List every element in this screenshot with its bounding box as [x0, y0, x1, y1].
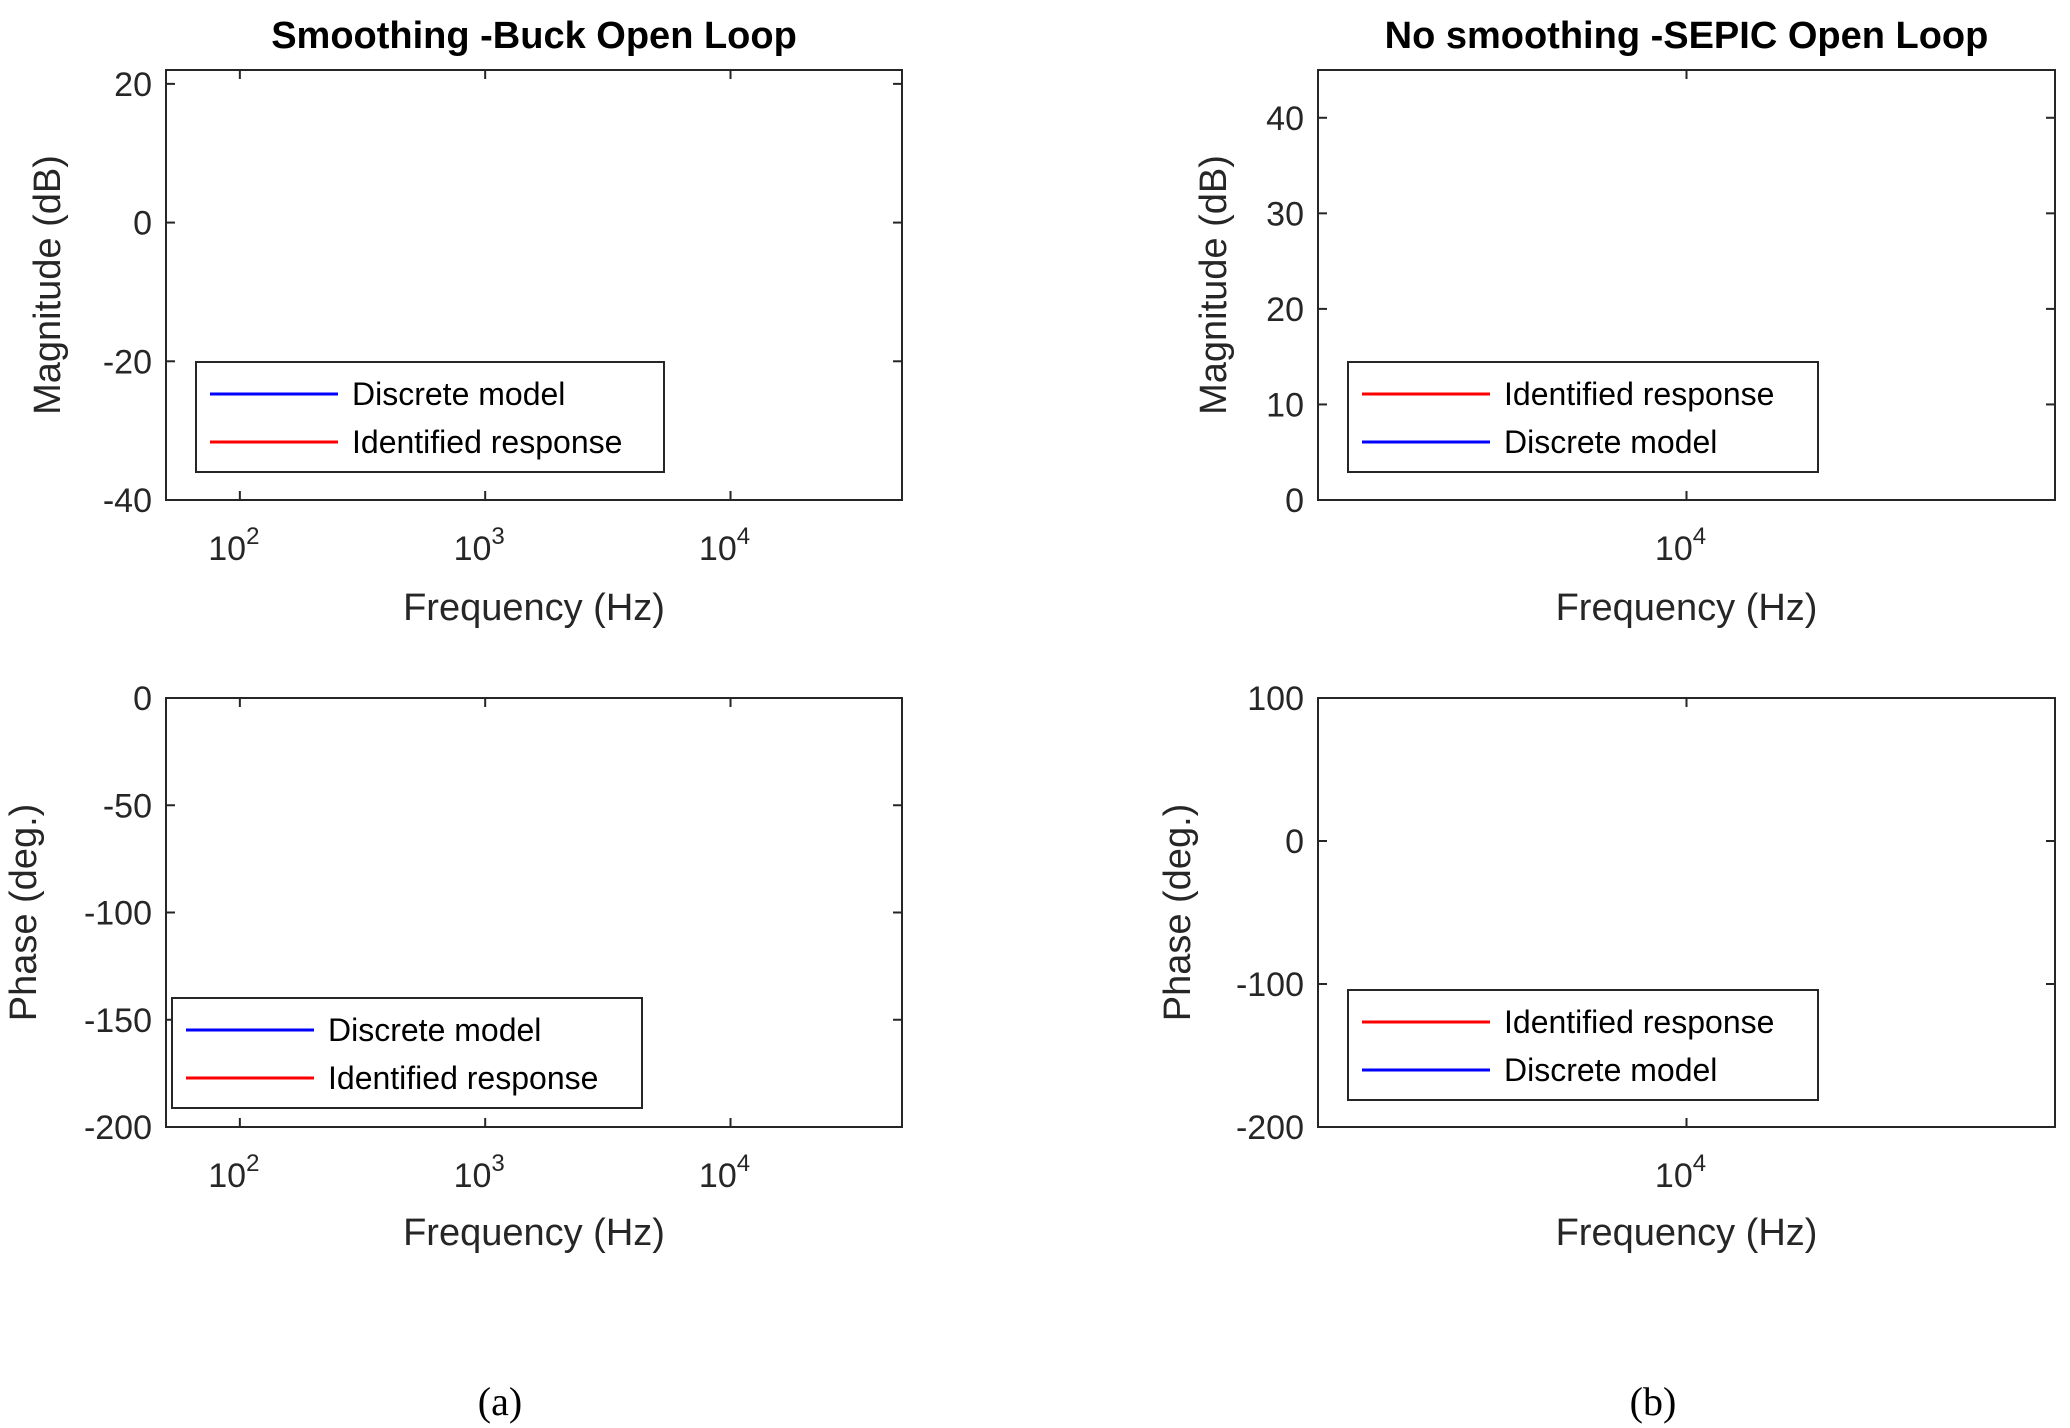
subfigure-label-a: (a) — [478, 1379, 522, 1424]
panel-b-magnitude-chart: 104 0 10 20 30 40 Frequency (Hz) Magnitude (dB)… — [1193, 15, 2056, 629]
legend-box — [1347, 989, 1819, 1101]
y-tick-label: -40 — [103, 482, 152, 520]
x-tick-exponent: 4 — [1693, 1150, 1706, 1177]
y-tick-label: 40 — [1266, 100, 1304, 138]
y-tick-label: -100 — [1236, 966, 1304, 1004]
chart-title: No smoothing -SEPIC Open Loop — [1385, 15, 1989, 57]
y-tick-label: 0 — [1285, 823, 1304, 861]
y-axis-label: Magnitude (dB) — [1193, 155, 1235, 415]
x-tick-exponent: 4 — [737, 1150, 750, 1177]
y-tick-label: -200 — [84, 1109, 152, 1147]
panel-b-phase-chart: 104 -200 -100 0 100 Frequency (Hz) Phase (deg.… — [1157, 680, 2056, 1254]
legend-box — [195, 361, 665, 473]
y-tick-label: -20 — [103, 343, 152, 381]
panel-a-magnitude-chart: 102 103 104 -40 -20 0 20 Frequency (Hz) Magnitud… — [27, 15, 903, 629]
y-tick-label: 0 — [133, 680, 152, 718]
legend-entry: Discrete model — [1504, 1052, 1717, 1088]
x-tick-exponent: 3 — [491, 1150, 504, 1177]
y-tick-label: 0 — [133, 205, 152, 243]
x-tick-exponent: 2 — [246, 1150, 259, 1177]
x-tick-label: 104 — [699, 523, 750, 568]
y-tick-label: -150 — [84, 1002, 152, 1040]
legend: Identified response Discrete model — [1347, 361, 1819, 473]
y-tick-label: 10 — [1266, 386, 1304, 424]
legend: Identified response Discrete model — [1347, 989, 1819, 1101]
legend-entry: Identified response — [1504, 376, 1774, 412]
x-tick-label: 104 — [699, 1150, 750, 1195]
legend-entry: Identified response — [1504, 1004, 1774, 1040]
x-axis-label: Frequency (Hz) — [1556, 1212, 1818, 1254]
y-tick-label: -50 — [103, 787, 152, 825]
legend-entry: Discrete model — [328, 1012, 541, 1048]
y-tick-label: 20 — [114, 66, 152, 104]
subfigure-label-b: (b) — [1630, 1379, 1677, 1424]
x-tick-label: 102 — [208, 1150, 259, 1195]
x-axis-label: Frequency (Hz) — [403, 1212, 665, 1254]
legend: Discrete model Identified response — [195, 361, 665, 473]
panel-a-phase-chart: 102 103 104 -200 -150 -100 -50 0 Frequency (Hz) P… — [3, 680, 903, 1254]
x-tick-label: 103 — [454, 523, 505, 568]
legend-box — [1347, 361, 1819, 473]
y-tick-label: 0 — [1285, 482, 1304, 520]
legend-box — [171, 997, 643, 1109]
y-axis-label: Magnitude (dB) — [27, 155, 69, 415]
x-tick-exponent: 4 — [1693, 523, 1706, 550]
y-tick-label: 20 — [1266, 291, 1304, 329]
y-tick-label: 30 — [1266, 195, 1304, 233]
y-axis-label: Phase (deg.) — [1157, 804, 1199, 1022]
x-tick-label: 102 — [208, 523, 259, 568]
x-tick-label: 103 — [454, 1150, 505, 1195]
x-tick-label: 104 — [1655, 523, 1706, 568]
legend-entry: Identified response — [328, 1060, 598, 1096]
legend: Discrete model Identified response — [171, 997, 643, 1109]
x-axis-label: Frequency (Hz) — [1556, 587, 1818, 629]
x-tick-exponent: 3 — [491, 523, 504, 550]
y-tick-label: 100 — [1247, 680, 1304, 718]
legend-entry: Discrete model — [352, 376, 565, 412]
y-axis-label: Phase (deg.) — [3, 804, 45, 1022]
y-tick-label: -100 — [84, 895, 152, 933]
y-tick-label: -200 — [1236, 1109, 1304, 1147]
x-axis-label: Frequency (Hz) — [403, 587, 665, 629]
x-tick-label: 104 — [1655, 1150, 1706, 1195]
legend-entry: Discrete model — [1504, 424, 1717, 460]
x-tick-exponent: 4 — [737, 523, 750, 550]
x-tick-exponent: 2 — [246, 523, 259, 550]
chart-title: Smoothing -Buck Open Loop — [271, 15, 797, 57]
legend-entry: Identified response — [352, 424, 622, 460]
